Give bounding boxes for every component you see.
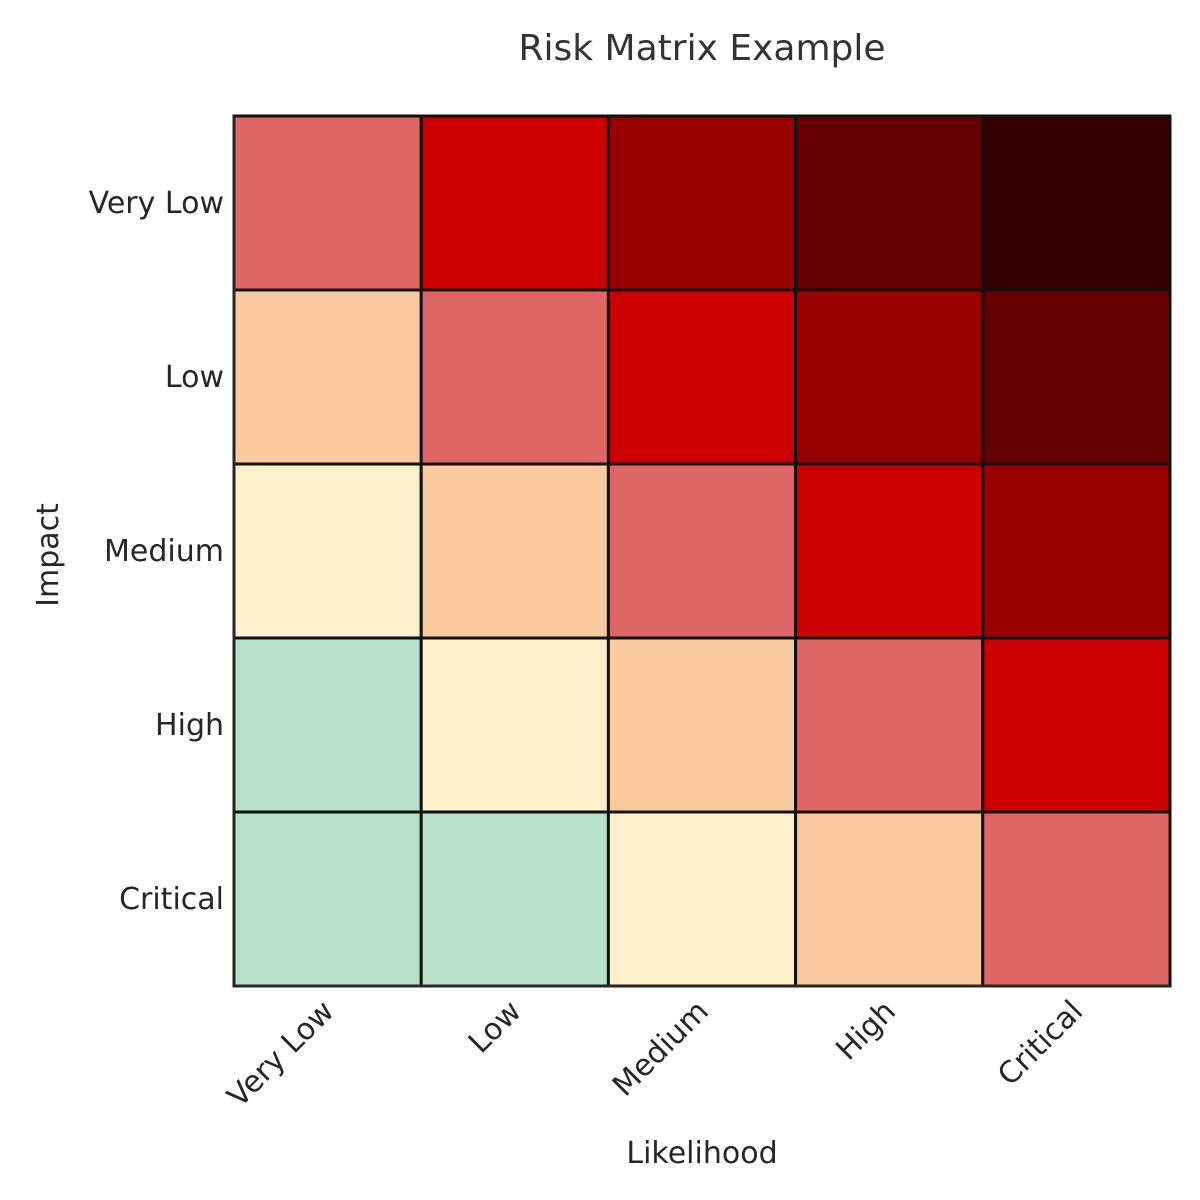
heatmap-cell (606, 462, 798, 640)
y-tick-label: Very Low (89, 186, 224, 221)
chart-title: Risk Matrix Example (518, 28, 885, 69)
heatmap-cell (232, 636, 423, 814)
heatmap-cell (419, 636, 610, 814)
heatmap-cell (981, 810, 1172, 988)
y-axis-label: Impact (31, 503, 66, 607)
y-tick-label: High (155, 708, 224, 743)
x-tick-label: Critical (991, 994, 1090, 1093)
x-axis-label: Likelihood (626, 1136, 777, 1171)
heatmap-cell (981, 462, 1172, 640)
heatmap-cell (606, 636, 798, 814)
x-tick-labels: Very Low Low Medium High Critical (221, 994, 1090, 1114)
heatmap-cell (419, 288, 610, 466)
heatmap-cell (794, 114, 985, 292)
heatmap-cells (232, 114, 1172, 988)
x-tick-label: Medium (606, 994, 716, 1104)
x-tick-label: Very Low (221, 994, 341, 1114)
heatmap-cell (606, 810, 798, 988)
heatmap-cell (981, 288, 1172, 466)
x-tick-label: Low (462, 994, 529, 1061)
heatmap-cell (232, 288, 423, 466)
heatmap-cell (419, 462, 610, 640)
heatmap-cell (419, 810, 610, 988)
heatmap-cell (232, 810, 423, 988)
heatmap-cell (794, 810, 985, 988)
x-tick-label: High (829, 994, 903, 1068)
heatmap-cell (232, 114, 423, 292)
heatmap-cell (794, 288, 985, 466)
y-tick-label: Medium (104, 534, 224, 569)
heatmap-cell (232, 462, 423, 640)
y-tick-label: Low (165, 360, 224, 395)
heatmap-cell (981, 636, 1172, 814)
y-tick-labels: Very Low Low Medium High Critical (89, 186, 224, 917)
y-tick-label: Critical (119, 882, 224, 917)
heatmap-cell (606, 114, 798, 292)
plot-axes (232, 116, 1170, 988)
heatmap-cell (419, 114, 610, 292)
heatmap-cell (794, 462, 985, 640)
heatmap-cell (981, 114, 1172, 292)
heatmap-cell (606, 288, 798, 466)
heatmap-cell (794, 636, 985, 814)
